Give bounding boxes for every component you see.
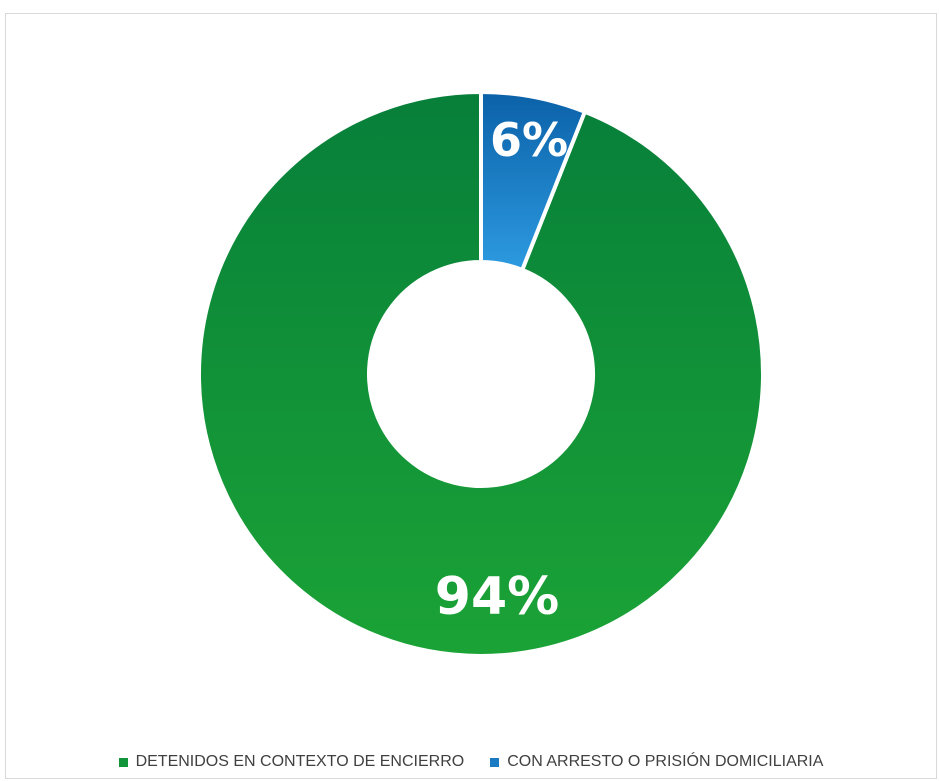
chart-frame: 94% 6% DETENIDOS EN CONTEXTO DE ENCIERRO … — [5, 13, 937, 779]
slice-domiciliaria — [479, 89, 588, 273]
slice-detenidos — [197, 89, 765, 658]
data-label-domiciliaria: 6% — [490, 113, 568, 167]
legend: DETENIDOS EN CONTEXTO DE ENCIERRO CON AR… — [6, 750, 936, 774]
legend-swatch-detenidos — [118, 757, 128, 767]
donut-chart: 94% 6% — [197, 89, 765, 658]
legend-label-detenidos: DETENIDOS EN CONTEXTO DE ENCIERRO — [135, 753, 465, 770]
legend-item-detenidos: DETENIDOS EN CONTEXTO DE ENCIERRO — [118, 753, 465, 771]
data-label-detenidos: 94% — [435, 567, 559, 627]
legend-item-domiciliaria: CON ARRESTO O PRISIÓN DOMICILIARIA — [490, 753, 823, 771]
legend-swatch-domiciliaria — [490, 757, 500, 767]
legend-label-domiciliaria: CON ARRESTO O PRISIÓN DOMICILIARIA — [507, 753, 824, 770]
